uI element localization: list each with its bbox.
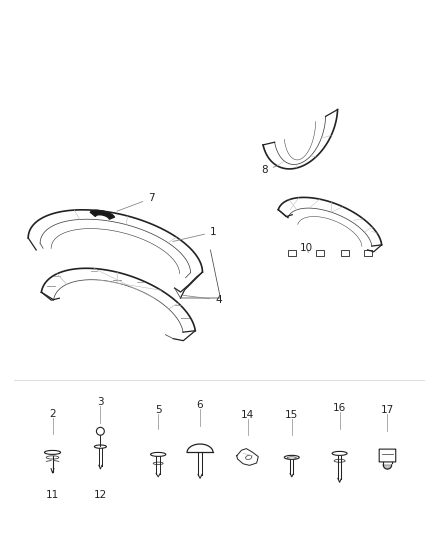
Text: 15: 15 <box>285 409 298 419</box>
Polygon shape <box>91 211 114 219</box>
Bar <box>364 250 372 256</box>
Text: 2: 2 <box>49 408 56 418</box>
Text: 8: 8 <box>261 165 276 175</box>
Text: 4: 4 <box>183 295 222 305</box>
Bar <box>316 250 324 256</box>
Text: 11: 11 <box>46 490 59 500</box>
Text: 12: 12 <box>94 490 107 500</box>
Text: 10: 10 <box>300 243 313 253</box>
Text: 5: 5 <box>155 405 162 415</box>
Bar <box>341 250 349 256</box>
Text: 7: 7 <box>117 193 155 211</box>
Text: 17: 17 <box>381 405 394 415</box>
Polygon shape <box>383 465 392 469</box>
Text: 1: 1 <box>173 227 217 241</box>
Bar <box>288 250 296 256</box>
Text: 14: 14 <box>241 409 254 419</box>
Text: 16: 16 <box>333 402 346 413</box>
Text: 3: 3 <box>97 397 104 407</box>
Text: 6: 6 <box>197 400 203 409</box>
